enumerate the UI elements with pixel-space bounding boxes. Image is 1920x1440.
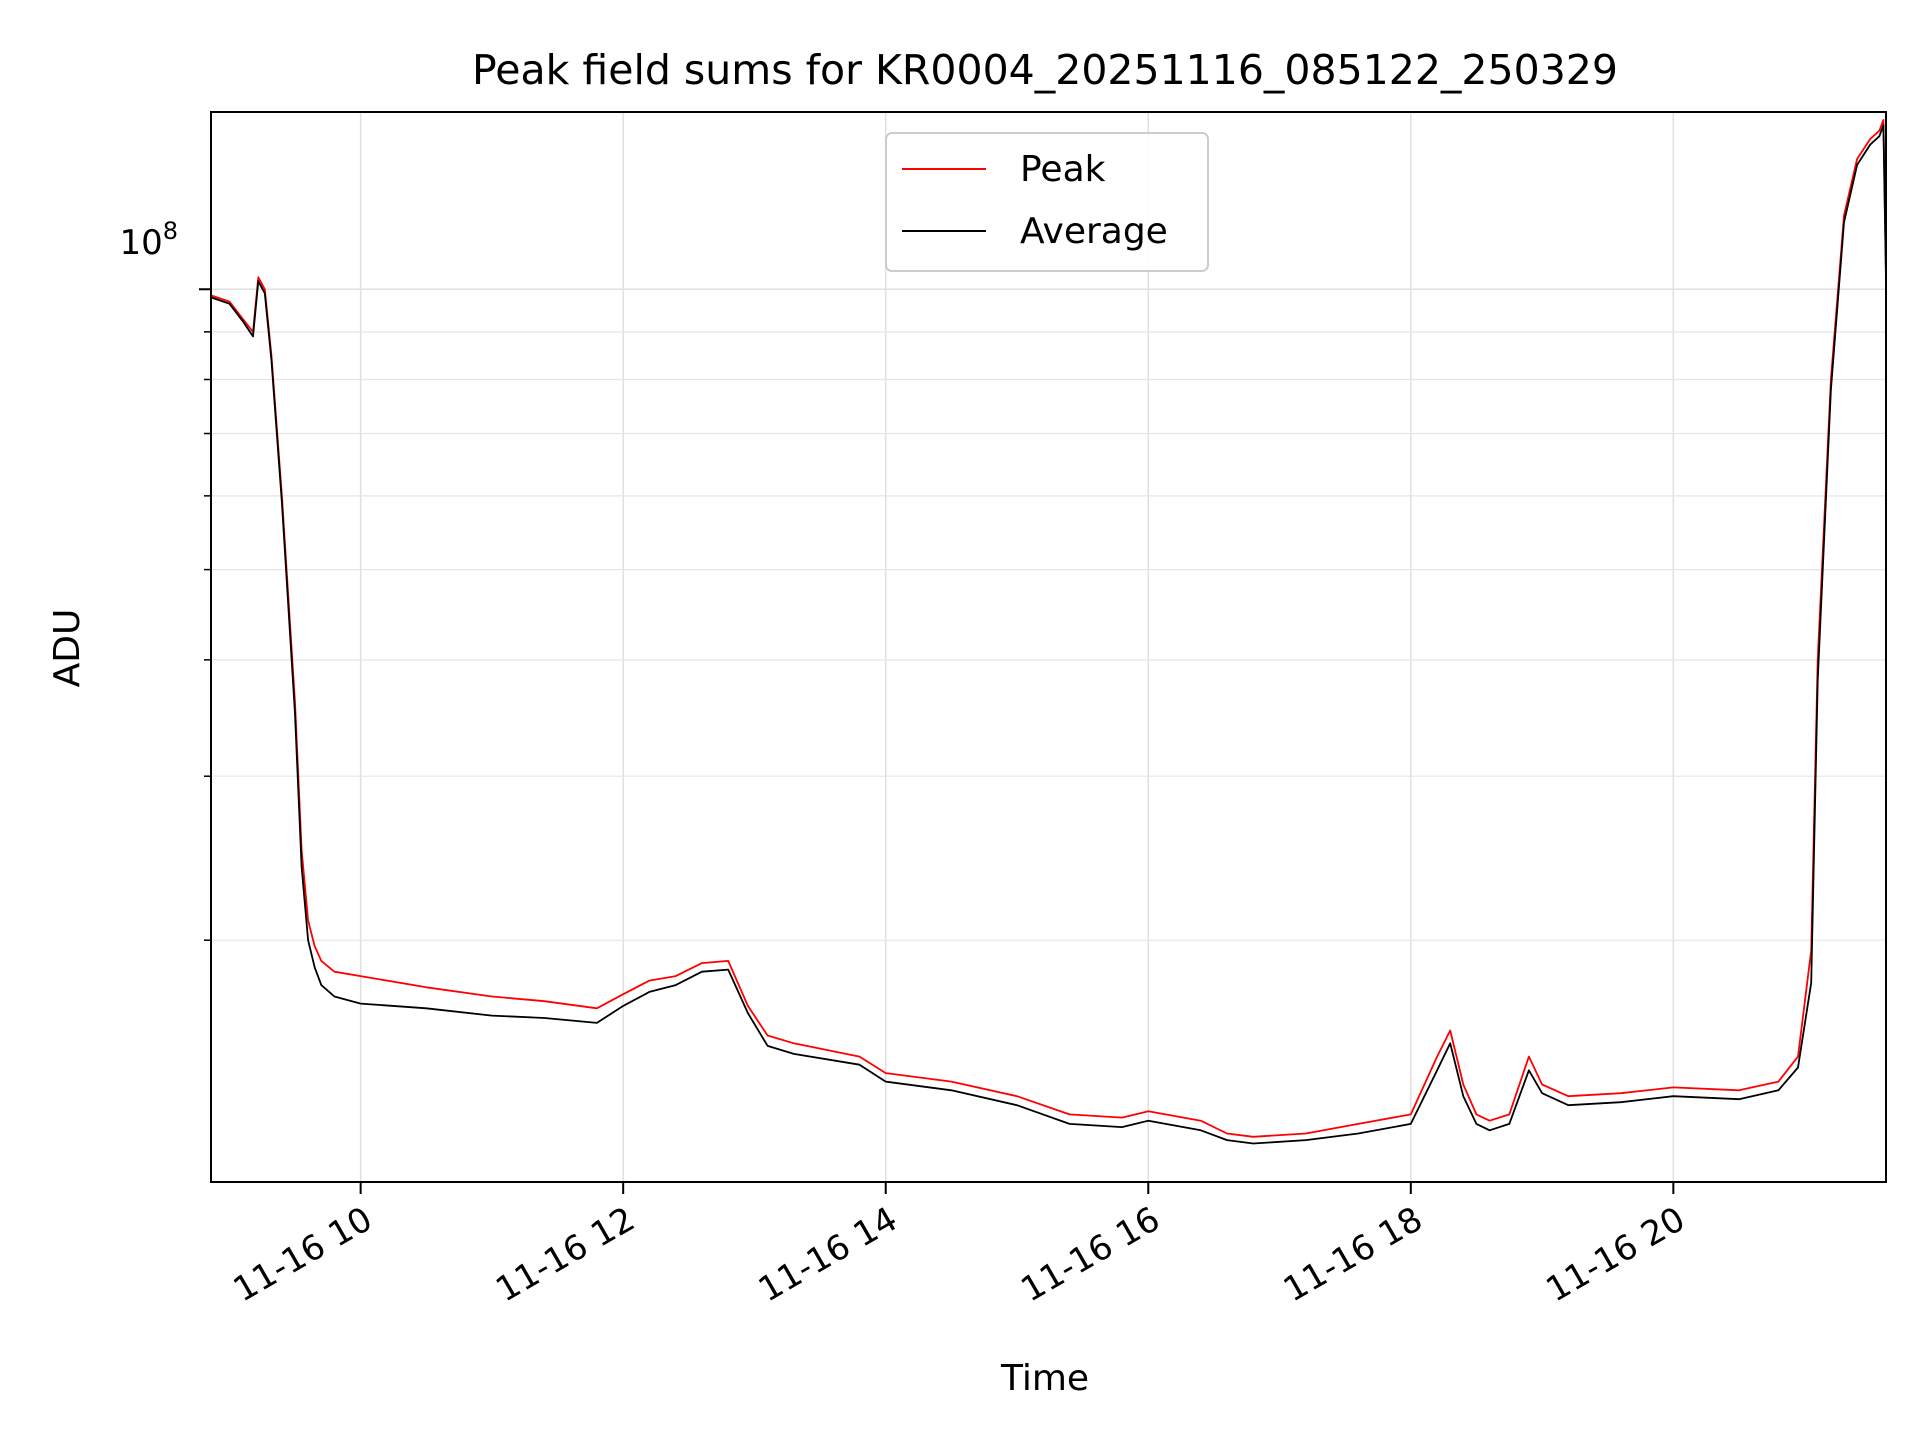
series-line-peak: [211, 119, 1886, 1138]
y-tick-exponent: 8: [163, 217, 178, 245]
legend-label-peak: Peak: [1020, 149, 1106, 190]
chart-title: Peak field sums for KR0004_20251116_0851…: [472, 46, 1618, 94]
grid-lines: [211, 112, 1886, 1182]
plot-area: [211, 119, 1886, 1145]
plot-frame: [210, 111, 1887, 1183]
legend: Peak Average: [885, 132, 1209, 272]
legend-label-average: Average: [1020, 211, 1168, 252]
series-line-average: [211, 124, 1886, 1145]
y-tick-label-1e8: 108: [119, 217, 178, 263]
x-axis-label: Time: [1000, 1358, 1089, 1399]
y-axis-label: ADU: [47, 609, 88, 688]
y-tick-mantissa: 10: [119, 223, 162, 263]
svg-text:108: 108: [119, 217, 178, 263]
legend-box: [885, 132, 1209, 272]
